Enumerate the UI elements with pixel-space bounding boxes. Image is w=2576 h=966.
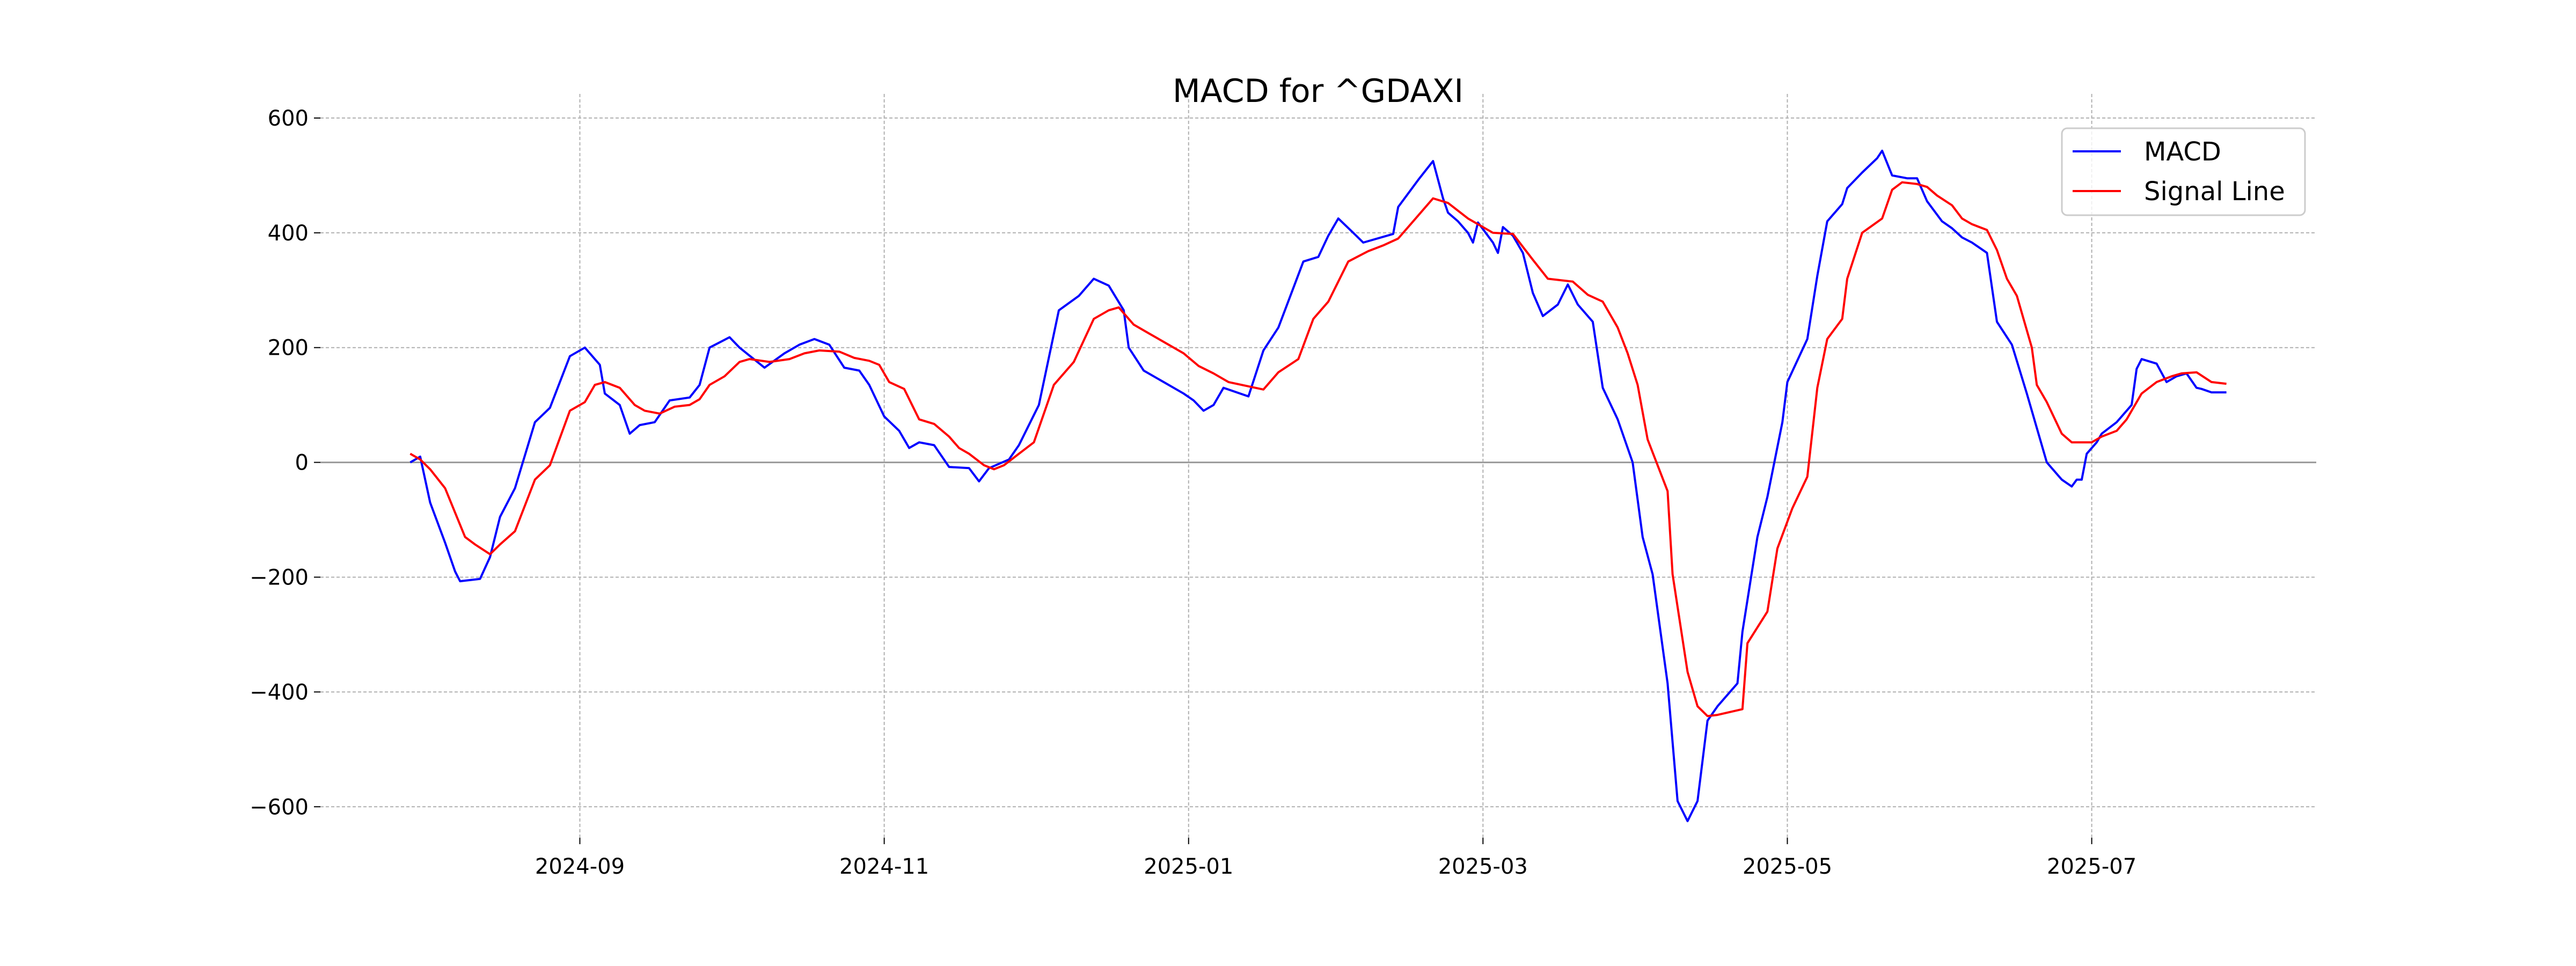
- x-tick-label: 2024-09: [535, 854, 625, 879]
- y-tick-label: −400: [250, 680, 309, 705]
- x-axis-ticks: 2024-09 2024-11 2025-01 2025-03 2025-05 2025-…: [535, 838, 2136, 879]
- series-lines: [409, 149, 2227, 822]
- x-tick-label: 2025-03: [1438, 854, 1528, 879]
- signal-line: [409, 181, 2227, 718]
- y-tick-label: −200: [250, 565, 309, 590]
- legend: MACD Signal Line: [2061, 127, 2306, 216]
- chart-title: MACD for ^GDAXI: [1173, 72, 1463, 110]
- y-tick-label: 600: [268, 106, 309, 131]
- x-tick-label: 2024-11: [839, 854, 929, 879]
- y-axis-ticks: 600 400 200 0 −200 −400 −600: [250, 106, 320, 819]
- x-tick-label: 2025-07: [2047, 854, 2136, 879]
- x-tick-label: 2025-05: [1743, 854, 1832, 879]
- legend-macd-label: MACD: [2144, 137, 2221, 167]
- macd-line: [409, 149, 2227, 822]
- y-tick-label: −600: [250, 795, 309, 819]
- x-tick-label: 2025-01: [1144, 854, 1233, 879]
- legend-box: [2061, 127, 2306, 216]
- legend-signal-label: Signal Line: [2144, 177, 2285, 207]
- y-tick-label: 400: [268, 221, 309, 246]
- y-tick-label: 0: [295, 451, 309, 475]
- grid-lines: [320, 94, 2316, 838]
- y-tick-label: 200: [268, 336, 309, 361]
